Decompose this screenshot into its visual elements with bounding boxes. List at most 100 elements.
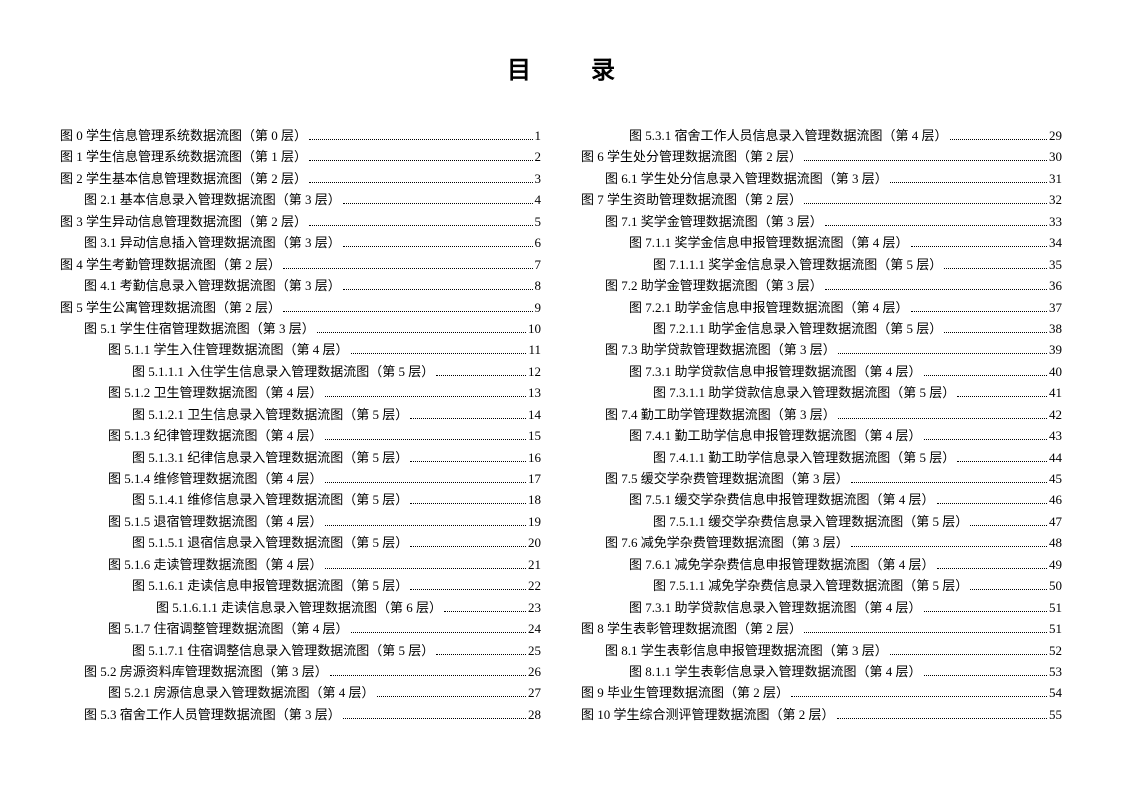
toc-entry: 图 6.1 学生处分信息录入管理数据流图（第 3 层） 31 [581, 168, 1062, 189]
toc-label: 图 4.1 考勤信息录入管理数据流图（第 3 层） [84, 275, 341, 296]
toc-page-number: 9 [535, 297, 542, 318]
toc-leader-dots [970, 589, 1047, 590]
toc-page-number: 22 [528, 575, 541, 596]
toc-label: 图 5.2 房源资料库管理数据流图（第 3 层） [84, 661, 328, 682]
toc-leader-dots [317, 332, 526, 333]
toc-leader-dots [911, 246, 1047, 247]
toc-page-number: 51 [1049, 618, 1062, 639]
toc-entry: 图 7.3.1 助学贷款信息申报管理数据流图（第 4 层） 40 [581, 361, 1062, 382]
toc-leader-dots [377, 696, 526, 697]
toc-page-number: 44 [1049, 447, 1062, 468]
toc-label: 图 5 学生公寓管理数据流图（第 2 层） [60, 297, 281, 318]
toc-entry: 图 7.5.1 缓交学杂费信息申报管理数据流图（第 4 层）46 [581, 489, 1062, 510]
toc-label: 图 7.1 奖学金管理数据流图（第 3 层） [605, 211, 823, 232]
toc-page-number: 28 [528, 704, 541, 725]
toc-page-number: 29 [1049, 125, 1062, 146]
toc-label: 图 5.1.6.1.1 走读信息录入管理数据流图（第 6 层） [156, 597, 442, 618]
toc-page-number: 50 [1049, 575, 1062, 596]
toc-label: 图 7.1.1 奖学金信息申报管理数据流图（第 4 层） [629, 232, 909, 253]
toc-entry: 图 5.1.6.1.1 走读信息录入管理数据流图（第 6 层）23 [60, 597, 541, 618]
toc-page-number: 37 [1049, 297, 1062, 318]
toc-label: 图 5.1.5.1 退宿信息录入管理数据流图（第 5 层） [132, 532, 408, 553]
toc-leader-dots [838, 418, 1047, 419]
toc-entry: 图 7.5.1.1 缓交学杂费信息录入管理数据流图（第 5 层）47 [581, 511, 1062, 532]
toc-leader-dots [283, 311, 532, 312]
toc-entry: 图 4 学生考勤管理数据流图（第 2 层）7 [60, 254, 541, 275]
toc-label: 图 3.1 异动信息插入管理数据流图（第 3 层） [84, 232, 341, 253]
toc-page-number: 18 [528, 489, 541, 510]
toc-entry: 图 5.1.6 走读管理数据流图（第 4 层）21 [60, 554, 541, 575]
toc-label: 图 7.5.1.1 缓交学杂费信息录入管理数据流图（第 5 层） [653, 511, 968, 532]
toc-page-number: 34 [1049, 232, 1062, 253]
toc-label: 图 7.3 助学贷款管理数据流图（第 3 层） [605, 339, 836, 360]
toc-entry: 图 7.2.1 助学金信息申报管理数据流图（第 4 层） 37 [581, 297, 1062, 318]
toc-entry: 图 2.1 基本信息录入管理数据流图（第 3 层）4 [60, 189, 541, 210]
toc-entry: 图 5.2 房源资料库管理数据流图（第 3 层） 26 [60, 661, 541, 682]
toc-label: 图 7.2.1 助学金信息申报管理数据流图（第 4 层） [629, 297, 909, 318]
toc-leader-dots [325, 525, 526, 526]
toc-page-number: 45 [1049, 468, 1062, 489]
toc-leader-dots [957, 396, 1047, 397]
toc-label: 图 7.2 助学金管理数据流图（第 3 层） [605, 275, 823, 296]
toc-leader-dots [410, 546, 526, 547]
toc-page-number: 26 [528, 661, 541, 682]
toc-entry: 图 5.1.2 卫生管理数据流图（第 4 层）13 [60, 382, 541, 403]
toc-page-number: 41 [1049, 382, 1062, 403]
toc-page-number: 12 [528, 361, 541, 382]
toc-entry: 图 2 学生基本信息管理数据流图（第 2 层）3 [60, 168, 541, 189]
toc-entry: 图 7.5.1.1 减免学杂费信息录入管理数据流图（第 5 层）50 [581, 575, 1062, 596]
toc-label: 图 7 学生资助管理数据流图（第 2 层） [581, 189, 802, 210]
toc-leader-dots [351, 353, 527, 354]
toc-entry: 图 8.1 学生表彰信息申报管理数据流图（第 3 层）52 [581, 640, 1062, 661]
toc-leader-dots [410, 589, 526, 590]
toc-entry: 图 7.3 助学贷款管理数据流图（第 3 层） 39 [581, 339, 1062, 360]
toc-leader-dots [343, 718, 526, 719]
toc-leader-dots [330, 675, 526, 676]
toc-entry: 图 1 学生信息管理系统数据流图（第 1 层）2 [60, 146, 541, 167]
toc-label: 图 5.3.1 宿舍工作人员信息录入管理数据流图（第 4 层） [629, 125, 948, 146]
toc-label: 图 6.1 学生处分信息录入管理数据流图（第 3 层） [605, 168, 888, 189]
toc-label: 图 7.3.1 助学贷款信息申报管理数据流图（第 4 层） [629, 361, 922, 382]
toc-leader-dots [970, 525, 1047, 526]
toc-label: 图 3 学生异动信息管理数据流图（第 2 层） [60, 211, 307, 232]
toc-page-number: 11 [528, 339, 541, 360]
toc-entry: 图 3.1 异动信息插入管理数据流图（第 3 层） 6 [60, 232, 541, 253]
toc-leader-dots [924, 611, 1047, 612]
toc-page-number: 39 [1049, 339, 1062, 360]
toc-label: 图 5.1.3 纪律管理数据流图（第 4 层） [108, 425, 323, 446]
toc-leader-dots [325, 439, 526, 440]
toc-entry: 图 8 学生表彰管理数据流图（第 2 层）51 [581, 618, 1062, 639]
toc-page-number: 54 [1049, 682, 1062, 703]
toc-entry: 图 7.2.1.1 助学金信息录入管理数据流图（第 5 层）38 [581, 318, 1062, 339]
toc-leader-dots [309, 139, 532, 140]
toc-entry: 图 5.3 宿舍工作人员管理数据流图（第 3 层）28 [60, 704, 541, 725]
toc-page-number: 6 [535, 232, 542, 253]
toc-label: 图 7.4.1 勤工助学信息申报管理数据流图（第 4 层） [629, 425, 922, 446]
toc-label: 图 1 学生信息管理系统数据流图（第 1 层） [60, 146, 307, 167]
toc-leader-dots [343, 289, 533, 290]
toc-entry: 图 5.1.3 纪律管理数据流图（第 4 层）15 [60, 425, 541, 446]
toc-page-number: 53 [1049, 661, 1062, 682]
toc-leader-dots [924, 375, 1047, 376]
toc-entry: 图 7.3.1 助学贷款信息录入管理数据流图（第 4 层）51 [581, 597, 1062, 618]
toc-label: 图 5.1 学生住宿管理数据流图（第 3 层） [84, 318, 315, 339]
toc-page-number: 30 [1049, 146, 1062, 167]
toc-page-number: 31 [1049, 168, 1062, 189]
toc-leader-dots [283, 268, 532, 269]
toc-leader-dots [924, 675, 1047, 676]
toc-label: 图 7.6.1 减免学杂费信息申报管理数据流图（第 4 层） [629, 554, 935, 575]
toc-right-column: 图 5.3.1 宿舍工作人员信息录入管理数据流图（第 4 层）29图 6 学生处… [581, 125, 1062, 725]
toc-label: 图 5.1.4.1 维修信息录入管理数据流图（第 5 层） [132, 489, 408, 510]
toc-page-number: 16 [528, 447, 541, 468]
toc-page-number: 13 [528, 382, 541, 403]
toc-label: 图 8.1.1 学生表彰信息录入管理数据流图（第 4 层） [629, 661, 922, 682]
toc-leader-dots [309, 160, 532, 161]
toc-leader-dots [309, 225, 532, 226]
toc-entry: 图 5.2.1 房源信息录入管理数据流图（第 4 层）27 [60, 682, 541, 703]
toc-page-number: 25 [528, 640, 541, 661]
toc-page-number: 40 [1049, 361, 1062, 382]
toc-label: 图 5.1.6 走读管理数据流图（第 4 层） [108, 554, 323, 575]
toc-page-number: 27 [528, 682, 541, 703]
toc-leader-dots [410, 503, 526, 504]
toc-entry: 图 7.1.1.1 奖学金信息录入管理数据流图（第 5 层）35 [581, 254, 1062, 275]
